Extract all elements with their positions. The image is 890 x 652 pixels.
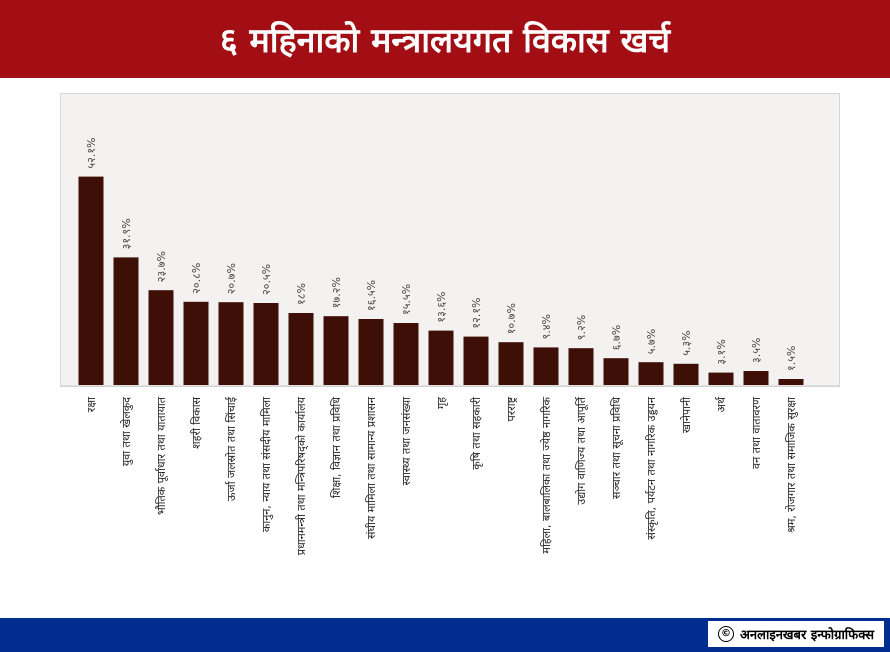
title-banner: ६ महिनाको मन्त्रालयगत विकास खर्च	[0, 0, 890, 78]
bar-15	[603, 358, 629, 385]
category-label-3: शहरी विकास	[190, 396, 203, 448]
data-label-5: २०.५%	[260, 264, 273, 295]
category-label-18: अर्थ	[715, 396, 728, 412]
bar-13	[533, 347, 559, 385]
data-label-17: ५.३%	[680, 330, 693, 355]
data-label-4: २०.७%	[225, 263, 238, 294]
data-label-14: ९.२%	[575, 315, 588, 340]
bar-8	[358, 319, 384, 385]
category-label-9: स्वास्थ्य तथा जनसंख्या	[400, 397, 413, 486]
bar-6	[288, 313, 314, 385]
data-label-9: १५.५%	[400, 284, 413, 315]
data-label-19: ३.५%	[750, 338, 763, 363]
copyright-icon: ©	[718, 626, 734, 642]
page-title: ६ महिनाको मन्त्रालयगत विकास खर्च	[219, 21, 671, 61]
data-label-8: १६.५%	[365, 280, 378, 311]
footer-band: © अनलाइनखबर इन्फोग्राफिक्स	[0, 618, 890, 652]
bar-12	[498, 342, 524, 385]
bar-19	[743, 371, 769, 385]
bar-9	[393, 323, 419, 385]
category-label-1: युवा तथा खेलकुद	[120, 397, 133, 466]
bar-2	[148, 290, 174, 385]
bar-11	[463, 336, 489, 385]
bar-0	[78, 176, 104, 385]
category-label-2: भौतिक पूर्वाधार तथा यातायात	[155, 396, 169, 515]
bar-7	[323, 316, 349, 385]
category-label-11: कृषि तथा सहकारी	[470, 397, 483, 470]
bar-20	[778, 379, 804, 385]
category-label-13: महिला, बालबालिका तथा ज्येष्ठ नागरिक	[540, 396, 553, 553]
data-label-7: १७.२%	[330, 277, 343, 308]
bar-17	[673, 363, 699, 385]
bar-4	[218, 302, 244, 385]
data-label-6: १८%	[295, 283, 308, 305]
category-label-14: उद्योग वाणिज्य तथा आपूर्ति	[575, 396, 589, 505]
data-label-11: १२.१%	[470, 297, 483, 328]
bar-16	[638, 362, 664, 385]
data-label-1: ३१.९%	[120, 218, 133, 249]
category-label-19: वन तथा वातावरण	[750, 396, 763, 469]
category-label-16: संस्कृति, पर्यटन तथा नागरिक उड्डयन	[645, 396, 658, 540]
category-label-0: रक्षा	[85, 397, 98, 412]
bar-chart: ५२.१% रक्षा ३१.९% युवा तथा खेलकुद २३.७% भौतिक…	[60, 137, 840, 555]
category-label-15: सञ्चार तथा सूचना प्रविधि	[610, 397, 624, 499]
category-label-10: गृह	[435, 397, 448, 409]
bar-3	[183, 301, 209, 385]
credit-text: अनलाइनखबर इन्फोग्राफिक्स	[740, 628, 874, 643]
data-label-20: १.५%	[785, 346, 798, 371]
data-label-2: २३.७%	[155, 251, 168, 282]
category-label-17: खानेपानी	[680, 397, 693, 433]
bar-1	[113, 257, 139, 385]
category-label-7: शिक्षा, विज्ञान तथा प्रविधि	[330, 397, 343, 498]
data-label-15: ६.७%	[610, 325, 623, 350]
data-label-16: ५.७%	[645, 329, 658, 354]
category-label-8: संघीय मामिला तथा सामान्य प्रशासन	[365, 396, 378, 539]
credit-box: © अनलाइनखबर इन्फोग्राफिक्स	[708, 621, 884, 647]
data-label-3: २०.८%	[190, 263, 203, 294]
data-label-18: ३.१%	[715, 339, 728, 364]
data-label-13: ९.४%	[540, 314, 553, 339]
bar-10	[428, 330, 454, 385]
category-label-4: ऊर्जा जलस्रोत तथा सिंचाई	[225, 396, 238, 501]
data-label-0: ५२.१%	[85, 137, 98, 168]
category-label-20: श्रम, रोजगार तथा समाजिक सुरक्षा	[785, 397, 798, 533]
category-label-6: प्रधानमन्त्री तथा मन्त्रिपरिषद्को कार्या…	[295, 396, 308, 555]
bar-5	[253, 303, 279, 385]
category-label-5: कानुन, न्याय तथा संसदीय मामिला	[260, 397, 273, 532]
bar-14	[568, 348, 594, 385]
bar-18	[708, 372, 734, 385]
data-label-12: १०.७%	[505, 303, 518, 334]
category-label-12: परराष्ट्र	[505, 396, 518, 421]
data-label-10: १३.६%	[435, 291, 448, 322]
